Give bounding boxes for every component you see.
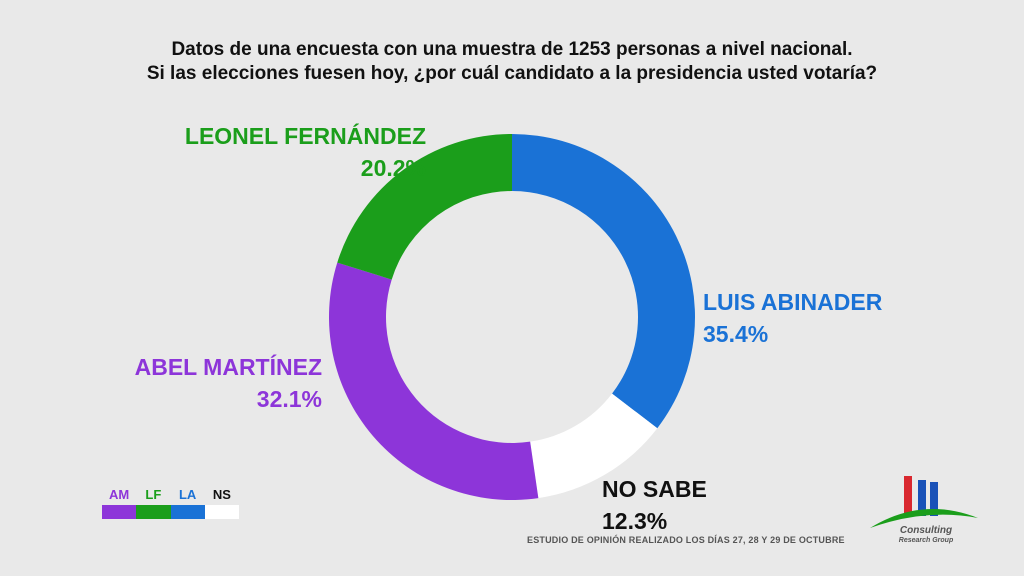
title-line-1: Datos de una encuesta con una muestra de… xyxy=(171,39,853,60)
label-no-sabe: NO SABE 12.3% xyxy=(602,473,707,537)
legend-key-am: AM xyxy=(109,487,130,502)
legend-swatch-la xyxy=(170,505,205,519)
logo-bar-blue-1 xyxy=(918,480,926,516)
legend-swatch-lf xyxy=(136,505,171,519)
logo-subtitle: Research Group xyxy=(898,537,954,544)
label-luis-abinader: LUIS ABINADER 35.4% xyxy=(703,286,882,350)
legend-swatch-ns xyxy=(204,505,239,519)
legend-swatch-am xyxy=(102,505,137,519)
label-name-lf: LEONEL FERNÁNDEZ xyxy=(184,123,426,149)
legend-key-lf: LF xyxy=(145,487,162,502)
label-abel-martinez: ABEL MARTÍNEZ 32.1% xyxy=(100,351,322,415)
logo-text: Consulting Research Group xyxy=(866,526,986,546)
donut-slice-lf xyxy=(337,134,512,280)
footnote: ESTUDIO DE OPINIÓN REALIZADO LOS DÍAS 27… xyxy=(527,535,845,545)
legend: AM LF LA NS xyxy=(102,487,239,519)
label-name-la: LUIS ABINADER xyxy=(703,289,883,315)
logo-name: Consulting xyxy=(899,525,953,536)
label-value-lf: 20.2% xyxy=(360,155,426,181)
legend-key-ns: NS xyxy=(212,487,231,502)
legend-key-la: LA xyxy=(178,487,197,502)
label-value-ns: 12.3% xyxy=(602,508,668,534)
logo-bar-red xyxy=(904,476,912,516)
logo-bar-blue-2 xyxy=(930,482,938,516)
consulting-logo: Consulting Research Group xyxy=(866,474,986,550)
label-name-am: ABEL MARTÍNEZ xyxy=(134,354,322,380)
logo-swoosh xyxy=(870,509,978,528)
donut-slice-la xyxy=(512,134,695,429)
title-line-2: Si las elecciones fuesen hoy, ¿por cuál … xyxy=(146,63,878,84)
donut-slice-ns xyxy=(530,393,658,499)
label-leonel-fernandez: LEONEL FERNÁNDEZ 20.2% xyxy=(170,120,426,184)
label-value-la: 35.4% xyxy=(703,321,769,347)
label-value-am: 32.1% xyxy=(256,386,322,412)
donut-slice-am xyxy=(328,262,539,500)
chart-title: Datos de una encuesta con una muestra de… xyxy=(0,38,1024,86)
logo-graphic xyxy=(870,476,978,528)
label-name-ns: NO SABE xyxy=(602,476,707,502)
